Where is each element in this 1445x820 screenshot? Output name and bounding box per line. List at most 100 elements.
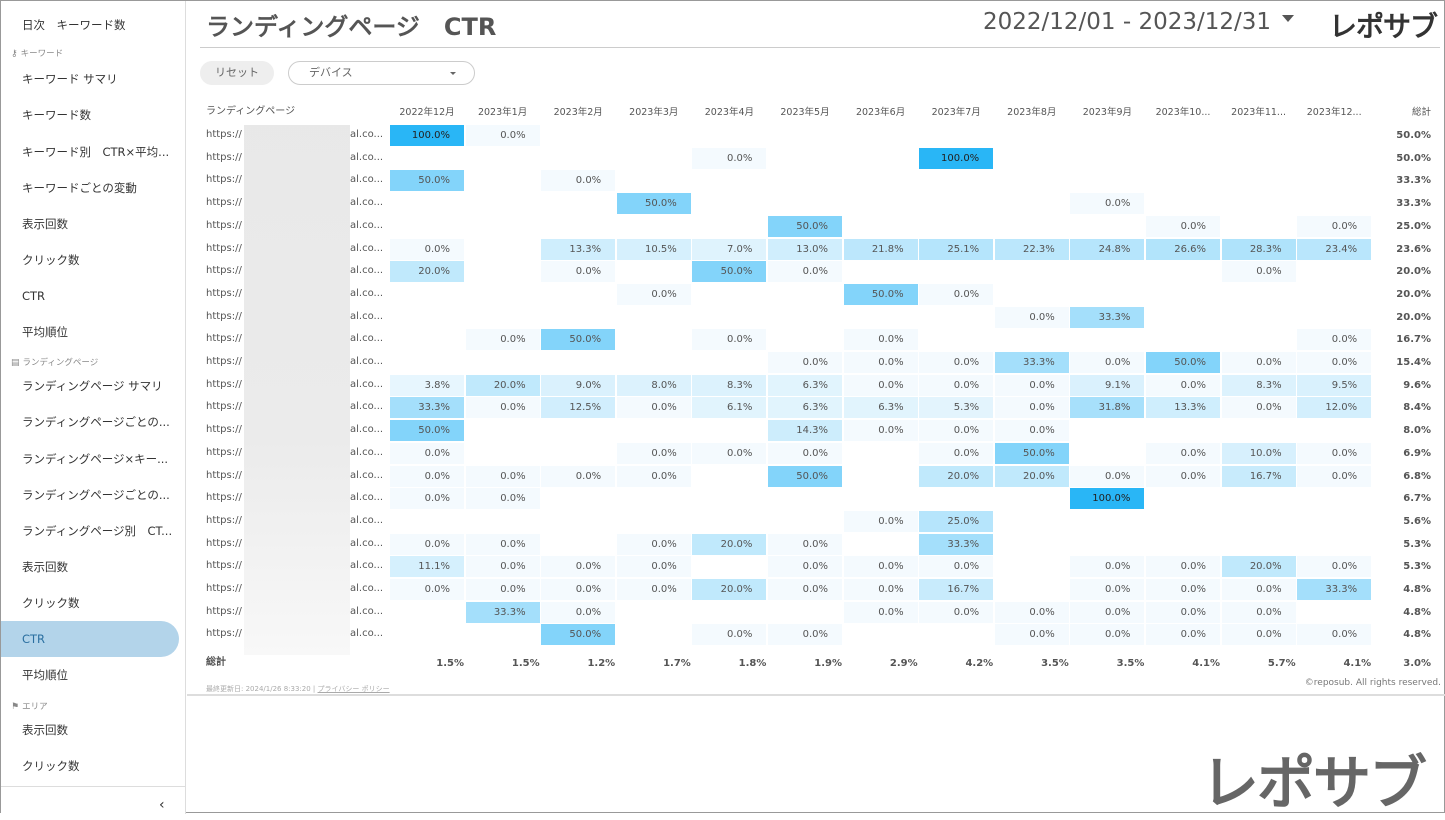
- column-header[interactable]: 総計: [1411, 107, 1431, 118]
- table-row[interactable]: https:// al.co... 50.0% 0.0% 33.3%: [200, 192, 1440, 215]
- url-prefix[interactable]: https://: [206, 514, 242, 526]
- url-suffix[interactable]: al.co...: [350, 333, 384, 345]
- sidebar-item[interactable]: 表示回数: [22, 723, 68, 737]
- url-prefix[interactable]: https://: [206, 197, 242, 209]
- table-row[interactable]: https://al.co... 0.0% 0.0% 0.0% 0.0% 20.0% 0.0…: [200, 578, 1440, 601]
- url-prefix[interactable]: https://: [206, 333, 242, 345]
- url-suffix[interactable]: al.co...: [350, 242, 384, 254]
- column-header[interactable]: 2023年3月: [629, 107, 679, 118]
- url-prefix[interactable]: https://: [206, 174, 242, 186]
- url-prefix[interactable]: https://: [206, 242, 242, 254]
- column-header[interactable]: 2023年10...: [1155, 107, 1211, 118]
- column-header[interactable]: 2023年9月: [1082, 107, 1132, 118]
- url-suffix[interactable]: al.co...: [350, 560, 384, 572]
- column-header[interactable]: 2023年11...: [1231, 107, 1286, 118]
- url-suffix[interactable]: al.co...: [350, 265, 384, 277]
- table-row[interactable]: https:// al.co... 0.0% 0.0% 100.0% 6.7%: [200, 487, 1440, 510]
- url-prefix[interactable]: https://: [206, 219, 242, 231]
- url-suffix[interactable]: al.co...: [350, 356, 384, 367]
- url-suffix[interactable]: al.co...: [350, 197, 384, 209]
- url-suffix[interactable]: al.co...: [350, 446, 384, 458]
- url-prefix[interactable]: https://: [206, 424, 242, 436]
- url-suffix[interactable]: al.co...: [350, 219, 384, 231]
- url-prefix[interactable]: https://: [206, 583, 242, 594]
- url-prefix[interactable]: https://: [206, 129, 242, 140]
- reset-button[interactable]: リセット: [200, 61, 274, 85]
- table-row[interactable]: https://al.co... 0.0% 0.0% 0.0% 20.0% 0.0% 33.…: [200, 533, 1440, 556]
- url-suffix[interactable]: al.co...: [350, 287, 384, 299]
- table-row[interactable]: https:// al.co... 100.0% 0.0% 50.0%: [200, 124, 1440, 147]
- url-prefix[interactable]: https://: [206, 287, 242, 299]
- sidebar-item[interactable]: ランディングページごとの...: [22, 488, 170, 502]
- sidebar-item[interactable]: CTR: [1, 621, 179, 657]
- column-header[interactable]: 2023年4月: [704, 107, 754, 118]
- sidebar-item[interactable]: クリック数: [22, 759, 80, 773]
- table-row[interactable]: https://al.co... 0.0% 50.0% 0.0% 0.0% 0.0% 16.…: [200, 328, 1440, 351]
- table-row[interactable]: https://al.co... 20.0% 0.0% 50.0% 0.0% 0.0% 20…: [200, 260, 1440, 283]
- sidebar-item[interactable]: ランディングページ別 CT...: [22, 524, 173, 538]
- url-prefix[interactable]: https://: [206, 356, 242, 367]
- table-row[interactable]: https:// al.co... 0.0% 33.3% 20.0%: [200, 306, 1440, 329]
- url-suffix[interactable]: al.co...: [350, 605, 384, 617]
- url-suffix[interactable]: al.co...: [350, 401, 384, 413]
- sidebar-item[interactable]: ランディングページ サマリ: [22, 379, 163, 393]
- url-prefix[interactable]: https://: [206, 605, 242, 617]
- column-header[interactable]: 2023年12...: [1306, 107, 1362, 118]
- column-header[interactable]: ランディングページ: [206, 106, 296, 117]
- table-row[interactable]: https://al.co... 0.0% 50.0% 0.0% 20.0%: [200, 283, 1440, 306]
- table-row[interactable]: https://al.co... 11.1% 0.0% 0.0% 0.0% 0.0% 0.0…: [200, 555, 1440, 578]
- sidebar-item[interactable]: 日次 キーワード数: [22, 18, 126, 32]
- table-row[interactable]: https://al.co... 0.0% 0.0% 0.0% 0.0% 50.0% 20.…: [200, 465, 1440, 488]
- url-prefix[interactable]: https://: [206, 469, 242, 481]
- table-row[interactable]: https:// al.co... 50.0% 0.0% 33.3%: [200, 169, 1440, 192]
- column-header[interactable]: 2023年7月: [931, 107, 981, 118]
- collapse-sidebar-chevron-icon[interactable]: ‹: [159, 797, 165, 813]
- sidebar-item[interactable]: 表示回数: [22, 217, 68, 231]
- url-prefix[interactable]: https://: [206, 560, 242, 572]
- table-row[interactable]: https://al.co... 0.0% 0.0% 0.0% 33.3% 0.0% 50.…: [200, 351, 1440, 374]
- table-row[interactable]: https://al.co... 0.0% 0.0% 0.0% 0.0% 0.0% 50.0…: [200, 442, 1440, 465]
- url-suffix[interactable]: al.co...: [350, 492, 384, 504]
- url-suffix[interactable]: al.co...: [350, 424, 384, 436]
- url-suffix[interactable]: al.co...: [350, 378, 384, 390]
- url-suffix[interactable]: al.co...: [350, 537, 384, 549]
- table-row[interactable]: https:// al.co... 0.0% 100.0% 50.0%: [200, 147, 1440, 170]
- url-suffix[interactable]: al.co...: [350, 469, 384, 481]
- column-header[interactable]: 2023年5月: [780, 107, 830, 118]
- table-row[interactable]: https:// al.co... 50.0% 0.0% 0.0% 25.0%: [200, 215, 1440, 238]
- url-prefix[interactable]: https://: [206, 492, 242, 504]
- date-range-picker[interactable]: 2022/12/01 - 2023/12/31: [983, 9, 1272, 35]
- sidebar-item[interactable]: CTR: [22, 289, 46, 303]
- privacy-policy-link[interactable]: プライバシー ポリシー: [317, 685, 390, 693]
- sidebar-item[interactable]: ランディングページごとの...: [22, 415, 170, 429]
- url-suffix[interactable]: al.co...: [350, 583, 384, 594]
- table-row[interactable]: https://al.co... 50.0% 0.0% 0.0% 0.0% 0.0% 0.0…: [200, 623, 1440, 646]
- table-row[interactable]: https://al.co... 33.3% 0.0% 0.0% 0.0% 0.0% 0.0…: [200, 601, 1440, 624]
- column-header[interactable]: 2023年1月: [477, 107, 528, 118]
- column-header[interactable]: 2023年2月: [553, 107, 603, 118]
- chevron-down-icon[interactable]: [1282, 15, 1294, 22]
- table-row[interactable]: https://al.co... 3.8% 20.0% 9.0% 8.0% 8.3% 6.3…: [200, 374, 1440, 397]
- table-row[interactable]: https://al.co... 50.0% 14.3% 0.0% 0.0% 0.0% 8.…: [200, 419, 1440, 442]
- url-suffix[interactable]: al.co...: [350, 310, 384, 322]
- column-header[interactable]: 2022年12月: [399, 107, 455, 118]
- sidebar-item[interactable]: クリック数: [22, 253, 80, 267]
- table-row[interactable]: https:// al.co... 0.0% 25.0% 5.6%: [200, 510, 1440, 533]
- url-prefix[interactable]: https://: [206, 401, 242, 413]
- url-suffix[interactable]: al.co...: [350, 628, 384, 640]
- url-prefix[interactable]: https://: [206, 378, 242, 390]
- table-row[interactable]: https://al.co... 0.0% 13.3% 10.5% 7.0% 13.0% 2…: [200, 238, 1440, 261]
- url-prefix[interactable]: https://: [206, 446, 242, 458]
- sidebar-item[interactable]: 平均順位: [22, 325, 68, 339]
- sidebar-item[interactable]: キーワードごとの変動: [22, 181, 137, 195]
- url-prefix[interactable]: https://: [206, 628, 242, 640]
- sidebar-item[interactable]: キーワード サマリ: [22, 72, 118, 86]
- table-row[interactable]: https://al.co... 33.3% 0.0% 12.5% 0.0% 6.1% 6.…: [200, 396, 1440, 419]
- column-header[interactable]: 2023年8月: [1007, 107, 1057, 118]
- url-prefix[interactable]: https://: [206, 151, 242, 163]
- url-prefix[interactable]: https://: [206, 537, 242, 549]
- url-prefix[interactable]: https://: [206, 265, 242, 277]
- device-select[interactable]: デバイス: [288, 61, 475, 85]
- sidebar-item[interactable]: キーワード数: [22, 108, 91, 122]
- url-suffix[interactable]: al.co...: [350, 174, 384, 186]
